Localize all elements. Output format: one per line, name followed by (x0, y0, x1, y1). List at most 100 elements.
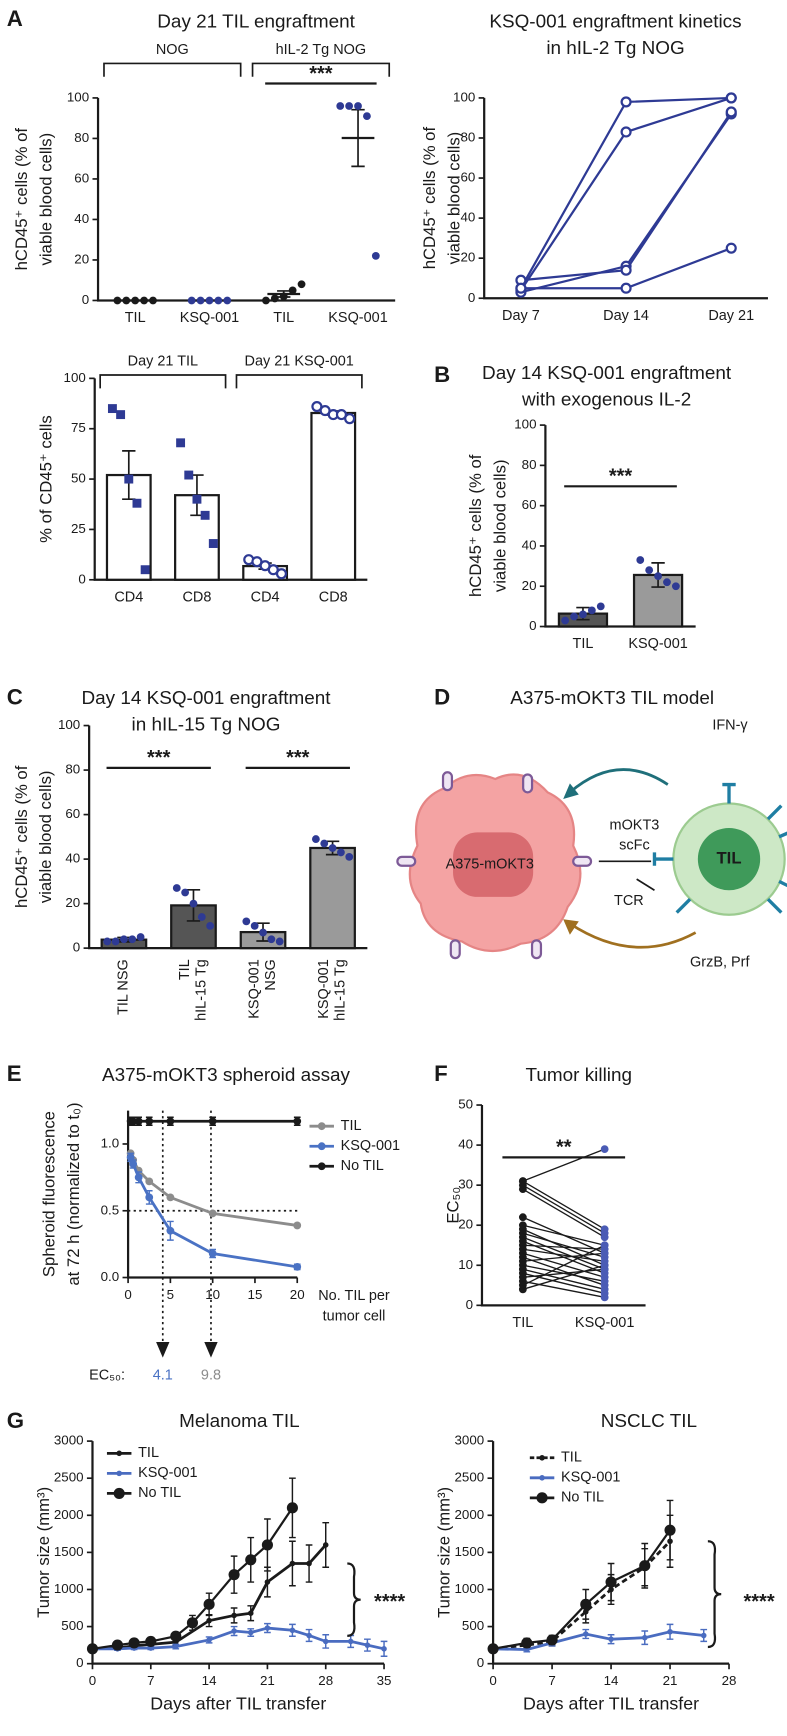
point (521, 1637, 533, 1649)
x-tick-label: CD8 (182, 589, 211, 605)
panel-label: F (434, 1061, 448, 1086)
point (122, 296, 131, 305)
point (328, 844, 337, 852)
x-tick-label: NSG (263, 959, 279, 990)
chart-title: KSQ-001 engraftment kinetics (489, 11, 741, 32)
significance-label: *** (147, 747, 171, 769)
point (600, 1249, 609, 1258)
y-tick-label: 0 (529, 618, 536, 633)
pair-line (522, 1180, 605, 1230)
panel-label: G (7, 1408, 24, 1433)
legend-label: KSQ-001 (341, 1138, 400, 1154)
point (103, 937, 112, 946)
x-tick-label: 10 (205, 1287, 220, 1302)
y-tick-label: 0 (73, 940, 80, 955)
point (111, 1639, 124, 1651)
point (347, 1638, 354, 1645)
x-tick-label: KSQ-001 (575, 1315, 634, 1331)
point (620, 126, 632, 138)
ifn-arrow (568, 768, 669, 794)
point (317, 1122, 326, 1131)
point (200, 510, 210, 520)
y-tick-label: 10 (458, 1257, 473, 1272)
y-axis-label: Tumor size (mm³) (435, 1487, 454, 1618)
y-tick-label: 75 (71, 420, 86, 435)
point (231, 1628, 237, 1634)
y-tick-label: 2500 (455, 1470, 485, 1485)
point (261, 1539, 273, 1551)
point (364, 1642, 371, 1648)
x-tick-label: 15 (248, 1287, 263, 1302)
pair-line (522, 1268, 605, 1278)
y-tick-label: 100 (514, 417, 536, 432)
group-label: hIL-2 Tg NOG (276, 42, 367, 58)
y-tick-label: 20 (74, 251, 89, 266)
group-bracket (235, 374, 363, 389)
y-axis-label: hCD45⁺ cells (% of (12, 128, 31, 271)
x-tick-label: 0 (489, 1673, 496, 1688)
y-tick-label: 100 (67, 89, 89, 104)
scfc-label: scFc (619, 838, 650, 854)
point (208, 1117, 217, 1126)
pair-line (522, 1252, 605, 1262)
significance-label: ** (556, 1137, 572, 1159)
brace (347, 1562, 361, 1637)
y-tick-label: 80 (460, 130, 475, 145)
legend-label: KSQ-001 (561, 1470, 620, 1486)
point (600, 1225, 609, 1234)
y-axis-label: hCD45⁺ cells (% of (466, 454, 485, 597)
x-tick-label: 7 (548, 1673, 555, 1688)
y-tick-label: 0 (78, 571, 85, 586)
point (140, 296, 148, 305)
y-tick-label: 80 (522, 457, 537, 472)
point (725, 242, 737, 254)
point (539, 1475, 545, 1481)
legend-label: KSQ-001 (138, 1465, 197, 1481)
point (293, 1221, 302, 1230)
chart-title: Tumor killing (526, 1065, 632, 1086)
ifn-label: IFN-γ (712, 717, 748, 733)
y-axis-label: viable blood cells) (490, 459, 509, 592)
y-tick-label: 0.0 (101, 1269, 120, 1284)
x-tick-label: CD4 (251, 589, 280, 605)
point (270, 294, 279, 303)
point (306, 1560, 312, 1567)
point (667, 1628, 673, 1635)
y-axis-label: % of CD45⁺ cells (36, 415, 55, 543)
point (671, 582, 680, 591)
x-tick-label: 14 (604, 1673, 619, 1688)
chart-title: with exogenous IL-2 (521, 390, 691, 411)
point (132, 498, 142, 508)
point (639, 1560, 651, 1572)
x-tick-label: TIL (125, 310, 146, 326)
point (322, 1542, 329, 1548)
x-tick-label: 0 (89, 1673, 96, 1688)
y-axis-label: viable blood cells) (445, 132, 464, 265)
panel-label: B (434, 362, 450, 387)
point (214, 296, 223, 305)
point (184, 470, 194, 480)
point (587, 606, 596, 615)
grzb-label: GrzB, Prf (690, 954, 750, 970)
point (116, 1450, 122, 1457)
point (345, 852, 354, 861)
point (518, 1185, 527, 1194)
group-label: Day 21 KSQ-001 (245, 353, 354, 369)
point (317, 1142, 326, 1151)
x-axis-label: Days after TIL transfer (150, 1694, 326, 1714)
pair-line (522, 1256, 605, 1286)
point (336, 102, 345, 110)
point (134, 1173, 143, 1182)
pair-line (522, 1184, 605, 1234)
point (247, 1610, 254, 1617)
y-tick-label: 2000 (455, 1507, 485, 1522)
pair-line (522, 1280, 605, 1298)
pair-line (522, 1244, 605, 1286)
x-tick-label: 0 (124, 1287, 131, 1302)
point (107, 404, 117, 414)
point (262, 296, 270, 305)
point (518, 1177, 527, 1186)
group-label: NOG (156, 42, 189, 58)
y-tick-label: 0 (76, 1655, 83, 1670)
pair-line (522, 1248, 605, 1262)
